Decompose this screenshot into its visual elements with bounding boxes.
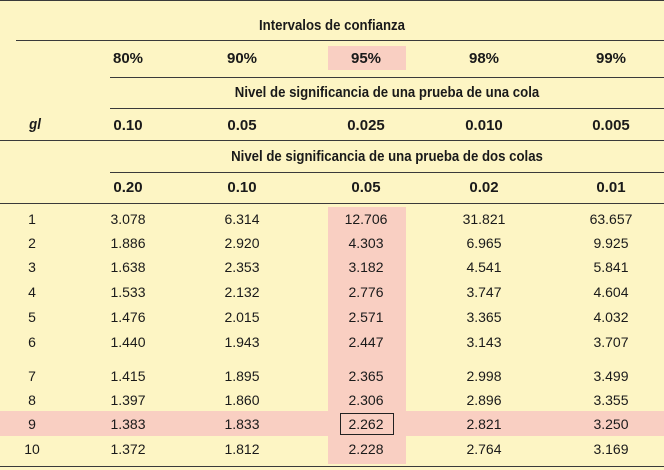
t-value-cell: 3.747: [466, 284, 502, 300]
t-value-cell: 2.132: [224, 284, 260, 300]
degrees-of-freedom-cell: 10: [24, 441, 40, 457]
two-tail-alpha-cell: 0.01: [596, 179, 626, 196]
t-value-cell: 1.886: [110, 235, 146, 251]
t-value-cell: 3.499: [593, 368, 629, 384]
degrees-of-freedom-cell: 3: [28, 259, 36, 275]
one-tail-alpha-cell: 0.10: [113, 117, 143, 134]
two-tail-alpha-cell: 0.05: [351, 179, 381, 196]
critical-value-box: [340, 413, 394, 435]
degrees-of-freedom-cell: 5: [28, 309, 36, 325]
degrees-of-freedom-cell: 8: [28, 392, 36, 408]
t-value-cell: 1.812: [224, 441, 260, 457]
t-value-cell: 1.860: [224, 392, 260, 408]
t-value-cell: 1.638: [110, 259, 146, 275]
confidence-level-cell: 99%: [595, 50, 627, 67]
t-value-cell: 2.262: [348, 416, 384, 432]
t-value-cell: 2.571: [348, 309, 384, 325]
top-rule: [0, 0, 664, 1]
t-value-cell: 3.182: [348, 259, 384, 275]
t-value-cell: 2.447: [348, 334, 384, 350]
t-value-cell: 2.015: [224, 309, 260, 325]
two-tail-alpha-cell: 0.10: [227, 179, 257, 196]
rule-under-one-tail-label: [110, 108, 664, 109]
one-tail-alpha-cell: 0.005: [592, 117, 630, 134]
t-value-cell: 1.372: [110, 441, 146, 457]
one-tail-alpha-cell: 0.010: [465, 117, 503, 134]
bottom-rule: [0, 466, 664, 467]
rule-under-one-tail: [0, 140, 664, 141]
gl-header: gl: [29, 116, 41, 133]
two-tail-alpha-cell: 0.02: [469, 179, 499, 196]
degrees-of-freedom-cell: 6: [28, 334, 36, 350]
t-value-cell: 3.365: [466, 309, 502, 325]
t-value-cell: 6.965: [466, 235, 502, 251]
t-value-cell: 6.314: [224, 211, 260, 227]
rule-under-confidence: [110, 77, 664, 78]
t-value-cell: 2.920: [224, 235, 260, 251]
degrees-of-freedom-cell: 4: [28, 284, 36, 300]
t-value-cell: 1.415: [110, 368, 146, 384]
t-value-cell: 2.896: [466, 392, 502, 408]
t-value-cell: 3.143: [466, 334, 502, 350]
t-value-cell: 3.169: [593, 441, 629, 457]
two-tail-alpha-cell: 0.20: [113, 179, 143, 196]
t-value-cell: 1.476: [110, 309, 146, 325]
t-value-cell: 5.841: [593, 259, 629, 275]
degrees-of-freedom-cell: 7: [28, 368, 36, 384]
t-value-cell: 12.706: [344, 211, 388, 227]
confidence-level-cell: 95%: [350, 50, 382, 67]
t-value-cell: 1.397: [110, 392, 146, 408]
one-tail-alpha-cell: 0.025: [347, 117, 385, 134]
t-value-cell: 3.250: [593, 416, 629, 432]
t-value-cell: 1.383: [110, 416, 146, 432]
t-value-cell: 2.821: [466, 416, 502, 432]
confidence-level-cell: 90%: [226, 50, 258, 67]
degrees-of-freedom-cell: 1: [28, 211, 36, 227]
t-value-cell: 3.078: [110, 211, 146, 227]
one-tail-label: Nivel de significancia de una prueba de …: [234, 84, 540, 101]
one-tail-alpha-cell: 0.05: [227, 117, 257, 134]
t-value-cell: 2.306: [348, 392, 384, 408]
t-value-cell: 2.998: [466, 368, 502, 384]
t-value-cell: 2.353: [224, 259, 260, 275]
t-value-cell: 4.303: [348, 235, 384, 251]
t-value-cell: 1.943: [224, 334, 260, 350]
rule-under-two-tail-label: [110, 172, 664, 173]
t-value-cell: 1.895: [224, 368, 260, 384]
t-value-cell: 2.764: [466, 441, 502, 457]
t-value-cell: 63.657: [589, 211, 633, 227]
confidence-intervals-title: Intervalos de confianza: [259, 17, 405, 34]
t-value-cell: 1.533: [110, 284, 146, 300]
confidence-level-cell: 98%: [468, 50, 500, 67]
two-tail-label: Nivel de significancia de una prueba de …: [231, 148, 543, 165]
t-value-cell: 9.925: [593, 235, 629, 251]
confidence-level-cell: 80%: [112, 50, 144, 67]
rule-under-title: [16, 40, 664, 41]
t-value-cell: 31.821: [462, 211, 506, 227]
t-value-cell: 4.604: [593, 284, 629, 300]
t-value-cell: 4.541: [466, 259, 502, 275]
t-value-cell: 1.440: [110, 334, 146, 350]
t-value-cell: 2.365: [348, 368, 384, 384]
degrees-of-freedom-cell: 9: [28, 416, 36, 432]
rule-under-two-tail: [0, 203, 664, 204]
degrees-of-freedom-cell: 2: [28, 235, 36, 251]
t-value-cell: 2.776: [348, 284, 384, 300]
highlight-95-header: [328, 46, 406, 70]
t-value-cell: 2.228: [348, 441, 384, 457]
t-value-cell: 3.707: [593, 334, 629, 350]
t-value-cell: 3.355: [593, 392, 629, 408]
t-value-cell: 1.833: [224, 416, 260, 432]
t-value-cell: 4.032: [593, 309, 629, 325]
